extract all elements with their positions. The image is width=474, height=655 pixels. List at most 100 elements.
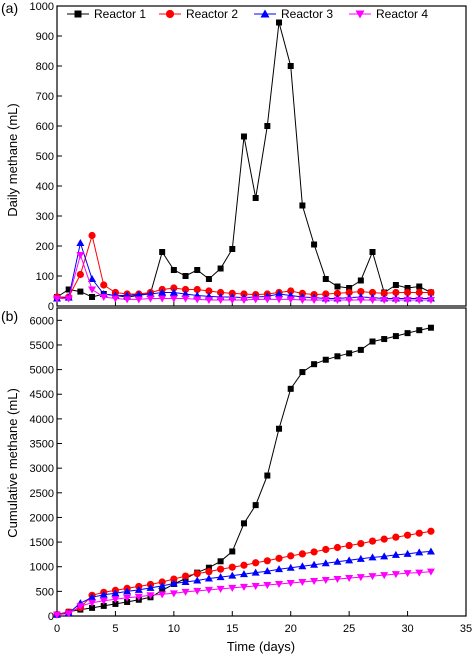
data-point-reactor-4 [204, 297, 213, 304]
y-tick-label: 2000 [30, 512, 54, 524]
data-point-reactor-3 [88, 275, 97, 282]
data-point-reactor-1 [65, 286, 72, 293]
data-point-reactor-3 [356, 554, 365, 562]
x-axis: 0 5 10 15 20 25 30 35 [54, 611, 472, 635]
data-point-reactor-4 [321, 577, 330, 585]
y-tick-label: 600 [36, 121, 54, 133]
data-point-reactor-3 [275, 290, 284, 297]
data-point-reactor-2 [181, 285, 190, 294]
data-point-reactor-1 [205, 276, 212, 282]
data-point-reactor-3 [134, 585, 143, 593]
legend-label: Reactor 3 [281, 7, 333, 21]
data-point-reactor-4 [193, 296, 202, 304]
data-point-reactor-1 [322, 356, 329, 363]
data-point-reactor-2 [100, 281, 108, 289]
data-point-reactor-1 [77, 288, 84, 295]
data-point-reactor-4 [193, 587, 202, 595]
legend-marker-reactor-2 [165, 9, 175, 19]
data-point-reactor-2 [217, 288, 225, 297]
legend-marker-reactor-1 [74, 10, 82, 18]
data-point-reactor-3 [321, 559, 330, 567]
x-tick-label: 15 [226, 623, 238, 635]
data-point-reactor-4 [228, 584, 237, 592]
data-point-reactor-1 [287, 385, 294, 392]
data-point-reactor-1 [392, 333, 399, 340]
data-point-reactor-1 [416, 327, 423, 334]
data-point-reactor-1 [276, 19, 283, 26]
data-point-reactor-2 [392, 288, 400, 297]
legend-item-reactor-2: Reactor 2 [159, 7, 238, 21]
data-point-reactor-2 [88, 231, 96, 240]
data-point-reactor-4 [239, 583, 248, 591]
y-tick-label: 700 [36, 91, 54, 103]
data-point-reactor-3 [146, 290, 155, 297]
panel-a-legend: Reactor 1 Reactor 2 Reactor 3 Reactor 4 [67, 7, 428, 21]
data-point-reactor-2 [193, 285, 201, 294]
data-point-reactor-4 [298, 578, 307, 586]
data-point-reactor-4 [263, 296, 272, 304]
x-tick-label: 35 [460, 623, 472, 635]
data-point-reactor-3 [275, 565, 284, 573]
data-point-reactor-4 [415, 569, 424, 577]
data-point-reactor-3 [158, 288, 167, 296]
data-point-reactor-4 [345, 575, 354, 583]
data-point-reactor-4 [181, 588, 190, 596]
data-point-reactor-3 [88, 593, 97, 601]
data-point-reactor-4 [333, 576, 342, 584]
legend-item-reactor-4: Reactor 4 [349, 7, 428, 21]
data-point-reactor-3 [169, 579, 178, 587]
legend-item-reactor-1: Reactor 1 [67, 7, 146, 21]
data-point-reactor-1 [240, 520, 247, 527]
data-point-reactor-2 [252, 559, 260, 567]
data-point-reactor-4 [76, 603, 85, 611]
data-point-reactor-3 [251, 568, 260, 576]
data-point-reactor-4 [310, 578, 319, 586]
data-point-reactor-3 [333, 557, 342, 565]
data-point-reactor-1 [322, 276, 329, 282]
data-point-reactor-4 [415, 297, 424, 304]
data-point-reactor-1 [276, 425, 283, 432]
y-tick-label: 500 [36, 151, 54, 163]
data-point-reactor-1 [194, 267, 201, 273]
data-point-reactor-2 [357, 288, 365, 296]
data-point-reactor-1 [252, 195, 259, 201]
data-point-reactor-1 [124, 598, 131, 605]
y-tick-label: 900 [36, 31, 54, 43]
data-point-reactor-4 [426, 568, 435, 576]
data-point-reactor-2 [275, 554, 283, 562]
data-point-reactor-3 [99, 590, 108, 598]
data-point-reactor-4 [99, 294, 108, 301]
data-point-reactor-4 [64, 610, 73, 618]
data-point-reactor-1 [392, 282, 399, 288]
x-tick-label: 5 [112, 623, 118, 635]
data-point-reactor-3 [216, 573, 225, 581]
data-point-reactor-3 [193, 576, 202, 584]
legend-marker-reactor-3 [260, 9, 270, 18]
data-point-reactor-2 [263, 557, 271, 565]
y-tick-label: 1500 [30, 537, 54, 549]
data-point-reactor-4 [169, 590, 178, 598]
data-point-reactor-2 [217, 565, 225, 573]
data-point-reactor-4 [99, 597, 108, 605]
panel-b-label: (b) [1, 308, 18, 324]
data-point-reactor-4 [158, 295, 167, 303]
data-point-reactor-1 [427, 324, 434, 331]
data-point-reactor-4 [134, 296, 143, 304]
data-point-reactor-2 [181, 572, 190, 580]
data-point-reactor-2 [403, 531, 412, 539]
x-tick-label: 30 [401, 623, 413, 635]
y-tick-label: 0 [48, 611, 54, 623]
y-tick-label: 300 [36, 211, 54, 223]
data-point-reactor-4 [158, 591, 167, 599]
data-point-reactor-2 [415, 529, 423, 537]
data-point-reactor-1 [357, 346, 364, 353]
data-point-reactor-4 [53, 295, 61, 303]
data-point-reactor-3 [181, 290, 190, 297]
y-tick-label: 5500 [30, 340, 54, 352]
data-point-reactor-4 [275, 296, 284, 304]
y-tick-label: 500 [36, 586, 54, 598]
data-point-reactor-2 [322, 545, 330, 554]
y-tick-label: 400 [36, 181, 54, 193]
y-tick-label: 1000 [30, 1, 54, 13]
data-point-reactor-2 [380, 535, 388, 543]
